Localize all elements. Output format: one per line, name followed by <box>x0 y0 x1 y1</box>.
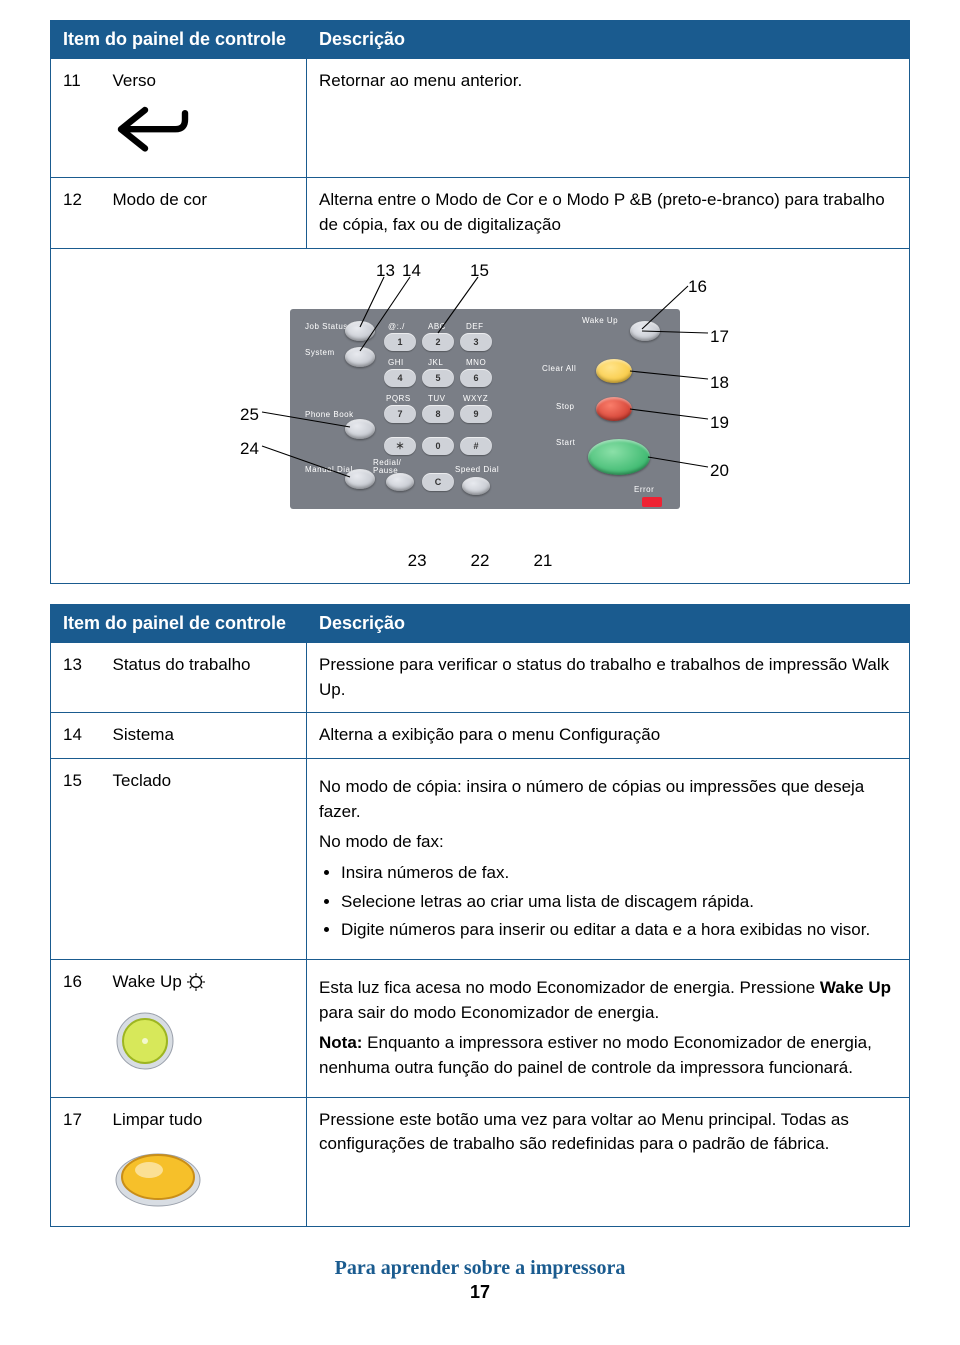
callout-23: 23 <box>408 549 427 574</box>
table-1: Item do painel de controle Descrição 11 … <box>50 20 910 584</box>
page-footer: Para aprender sobre a impressora 17 <box>50 1257 910 1303</box>
r14-num: 14 <box>51 713 101 759</box>
back-arrow-icon <box>113 94 295 168</box>
callout-21: 21 <box>533 549 552 574</box>
row-12-name: Modo de cor <box>101 178 307 248</box>
col1-header: Item do painel de controle <box>51 605 307 643</box>
table-row: 15 Teclado No modo de cópia: insira o nú… <box>51 759 910 960</box>
wakeup-button-image <box>113 1009 295 1081</box>
table-row: 16 Wake Up Esta luz fica acesa no modo E… <box>51 959 910 1097</box>
footer-page: 17 <box>50 1282 910 1303</box>
clear-all-button-image <box>113 1146 295 1216</box>
r16-name: Wake Up <box>101 959 307 1097</box>
r16-desc: Esta luz fica acesa no modo Economizador… <box>307 959 910 1097</box>
r17-desc: Pressione este botão uma vez para voltar… <box>307 1097 910 1226</box>
r14-desc: Alterna a exibição para o menu Configura… <box>307 713 910 759</box>
row-11-name: Verso <box>101 59 307 178</box>
col2-header: Descrição <box>307 21 910 59</box>
row-12-desc: Alterna entre o Modo de Cor e o Modo P &… <box>307 178 910 248</box>
r17-num: 17 <box>51 1097 101 1226</box>
r16-num: 16 <box>51 959 101 1097</box>
table-row: 14 Sistema Alterna a exibição para o men… <box>51 713 910 759</box>
table-row: 12 Modo de cor Alterna entre o Modo de C… <box>51 178 910 248</box>
table-row: 17 Limpar tudo Pressione este botão uma … <box>51 1097 910 1226</box>
table-row: 13 14 15 16 17 18 19 20 25 24 <box>51 248 910 584</box>
row-12-num: 12 <box>51 178 101 248</box>
r13-num: 13 <box>51 643 101 713</box>
table-2: Item do painel de controle Descrição 13 … <box>50 604 910 1227</box>
r13-desc: Pressione para verificar o status do tra… <box>307 643 910 713</box>
r15-desc: No modo de cópia: insira o número de cóp… <box>307 759 910 960</box>
footer-title: Para aprender sobre a impressora <box>50 1257 910 1280</box>
row-11-num: 11 <box>51 59 101 178</box>
callout-22: 22 <box>471 549 490 574</box>
control-panel-diagram: 13 14 15 16 17 18 19 20 25 24 <box>63 259 897 574</box>
row-11-desc: Retornar ao menu anterior. <box>307 59 910 178</box>
bottom-callouts: 23 22 21 <box>408 549 553 574</box>
col1-header: Item do painel de controle <box>51 21 307 59</box>
table-row: 11 Verso Retornar ao menu anterior. <box>51 59 910 178</box>
col2-header: Descrição <box>307 605 910 643</box>
r15-name: Teclado <box>101 759 307 960</box>
table-row: 13 Status do trabalho Pressione para ver… <box>51 643 910 713</box>
r15-num: 15 <box>51 759 101 960</box>
r17-name: Limpar tudo <box>101 1097 307 1226</box>
wakeup-icon <box>187 973 205 991</box>
leader-lines <box>210 259 750 519</box>
r13-name: Status do trabalho <box>101 643 307 713</box>
r14-name: Sistema <box>101 713 307 759</box>
